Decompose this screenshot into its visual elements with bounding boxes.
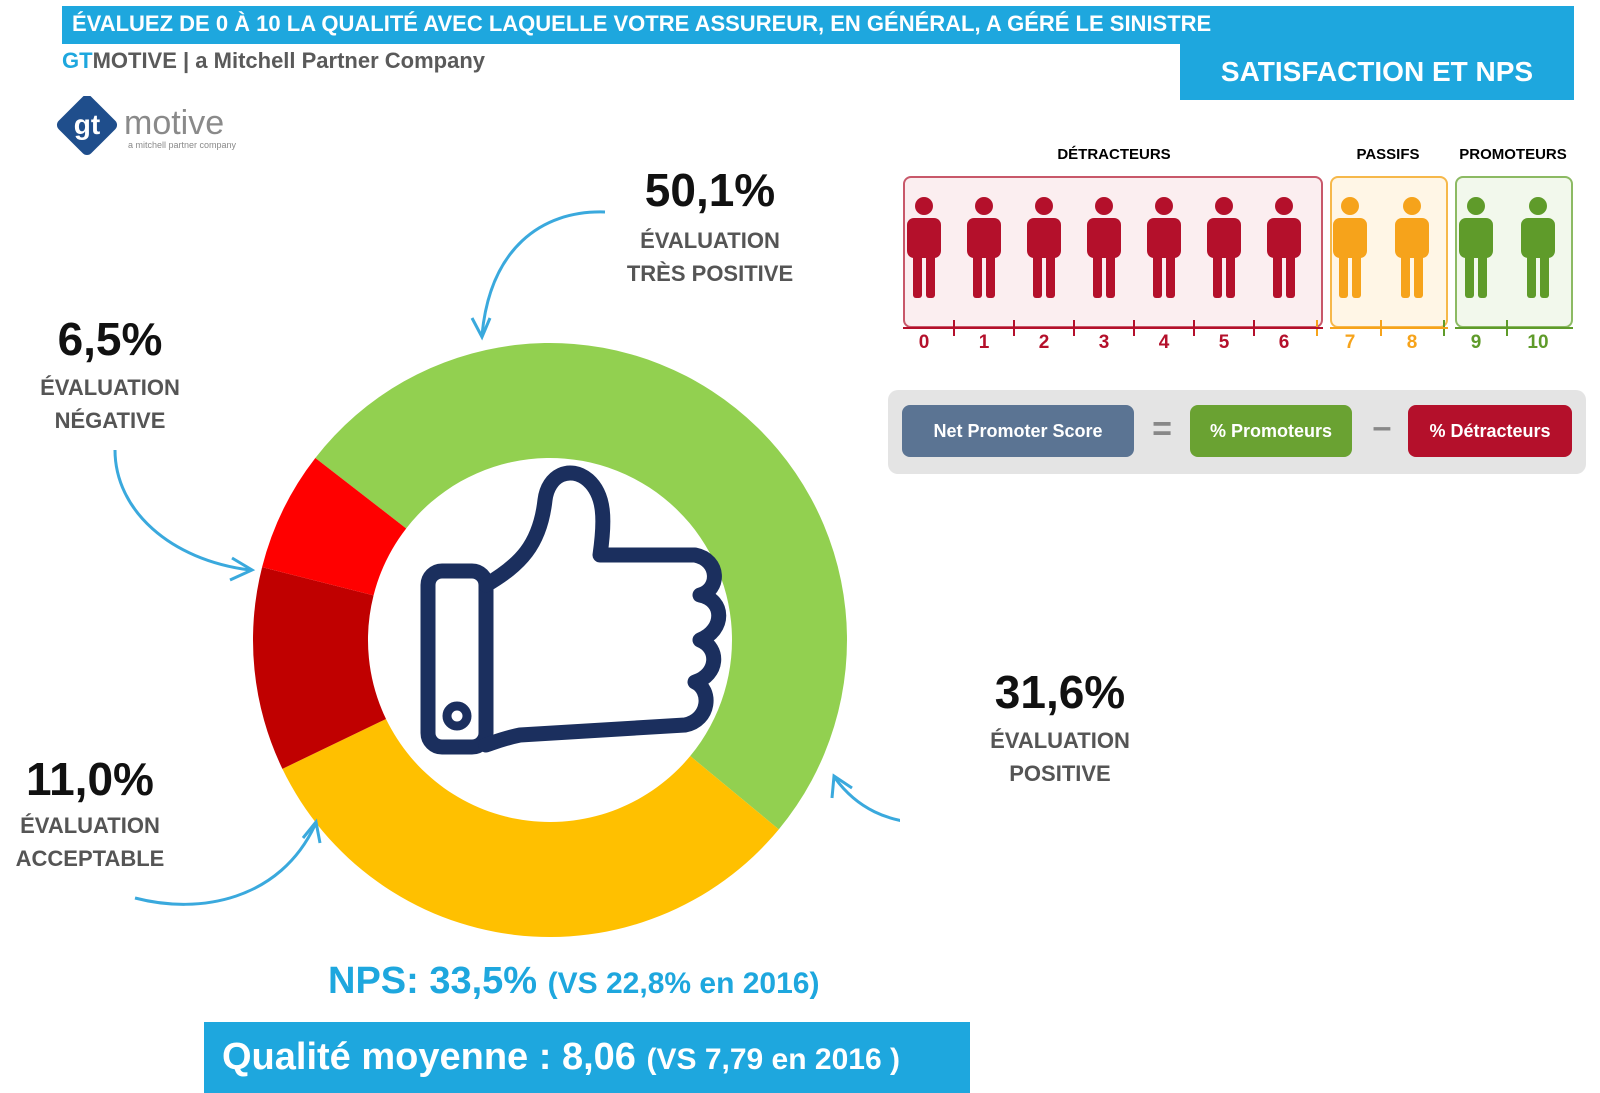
donut-slices: [252, 342, 848, 937]
logo-tagline: a mitchell partner company: [128, 140, 237, 150]
arrowhead-positive-icon: [830, 773, 853, 799]
negative-value: 6,5%: [57, 313, 163, 365]
person-icon: [967, 197, 1001, 298]
nps-result: NPS: 33,5% (VS 22,8% en 2016): [328, 960, 819, 1003]
negative-label-2: NÉGATIVE: [54, 408, 166, 433]
donut-chart: [113, 210, 900, 937]
arrow-very-positive-icon: [480, 210, 606, 336]
person-icon: [907, 197, 941, 298]
donut-slice-0: [315, 342, 848, 830]
acceptable-label-1: ÉVALUATION: [20, 813, 160, 838]
scale-number: 0: [918, 332, 930, 353]
title-bar: [62, 6, 1574, 44]
very-positive-label-2: TRÈS POSITIVE: [626, 261, 794, 286]
quality-banner: [204, 1022, 970, 1093]
quality-result: Qualité moyenne : 8,06 (VS 7,79 en 2016 …: [222, 1036, 900, 1079]
person-icon: [1521, 197, 1555, 298]
brand-line: GTMOTIVE | a Mitchell Partner Company: [62, 48, 485, 74]
positive-label-1: ÉVALUATION: [990, 728, 1130, 753]
person-icon: [1267, 197, 1301, 298]
gt-motive-logo: gt motive a mitchell partner company: [56, 96, 237, 156]
person-icon: [1459, 197, 1493, 298]
page-title: ÉVALUEZ DE 0 À 10 LA QUALITÉ AVEC LAQUEL…: [72, 11, 1212, 36]
person-icon: [1207, 197, 1241, 298]
detractors-pill: % Détracteurs: [1408, 405, 1572, 457]
arrow-negative-icon: [113, 449, 251, 572]
callout-arrows: [113, 210, 900, 906]
brand-gt: GT: [62, 48, 93, 73]
promoters-pill: % Promoteurs: [1190, 405, 1352, 457]
scale-number: 1: [978, 332, 990, 353]
equals-sign: =: [1152, 410, 1172, 448]
minus-sign: –: [1372, 408, 1392, 446]
very-positive-value: 50,1%: [644, 164, 776, 216]
person-icon: [1395, 197, 1429, 298]
nps-pill: Net Promoter Score: [902, 405, 1134, 457]
quality-compare: (VS 7,79 en 2016 ): [646, 1043, 900, 1076]
positive-value: 31,6%: [994, 666, 1126, 718]
person-icon: [1333, 197, 1367, 298]
logo-diamond-icon: [56, 96, 118, 156]
scale-number: 9: [1470, 332, 1482, 353]
section-banner: [1180, 44, 1574, 100]
arrowhead-very-positive-icon: [470, 317, 492, 341]
thumbs-up-icon: [420, 465, 727, 755]
logo-motive: motive: [124, 104, 224, 142]
positive-label-2: POSITIVE: [1009, 761, 1111, 786]
arrow-positive-icon: [833, 777, 900, 822]
person-icon: [1087, 197, 1121, 298]
donut-slice-2: [252, 567, 387, 769]
group-title-passives: PASSIFS: [1356, 146, 1420, 163]
group-title-detractors: DÉTRACTEURS: [1057, 146, 1171, 163]
scale-number: 10: [1527, 332, 1549, 353]
section-title: SATISFACTION ET NPS: [1220, 56, 1534, 87]
very-positive-label-1: ÉVALUATION: [640, 228, 780, 253]
scale-number: 2: [1038, 332, 1050, 353]
nps-main: NPS: 33,5%: [328, 960, 538, 1002]
donut-slice-1: [282, 718, 779, 937]
scale-number: 8: [1406, 332, 1418, 353]
nps-people: [903, 197, 1573, 336]
negative-label-1: ÉVALUATION: [40, 375, 180, 400]
brand-rest: MOTIVE | a Mitchell Partner Company: [92, 48, 486, 73]
arrowhead-acceptable-icon: [301, 818, 322, 844]
nps-compare: (VS 22,8% en 2016): [547, 967, 820, 1000]
donut-slice-3: [262, 457, 407, 596]
scale-number: 6: [1278, 332, 1290, 353]
logo-gt: gt: [74, 109, 100, 140]
acceptable-value: 11,0%: [26, 753, 154, 805]
scale-number: 7: [1344, 332, 1356, 353]
acceptable-label-2: ACCEPTABLE: [15, 846, 165, 871]
arrowhead-negative-icon: [229, 556, 256, 582]
group-title-promoters: PROMOTEURS: [1459, 146, 1567, 163]
arrow-acceptable-icon: [134, 824, 317, 906]
scale-number: 5: [1218, 332, 1230, 353]
scale-number: 4: [1158, 332, 1170, 353]
person-icon: [1147, 197, 1181, 298]
scale-number: 3: [1098, 332, 1110, 353]
person-icon: [1027, 197, 1061, 298]
quality-main: Qualité moyenne : 8,06: [222, 1036, 636, 1078]
